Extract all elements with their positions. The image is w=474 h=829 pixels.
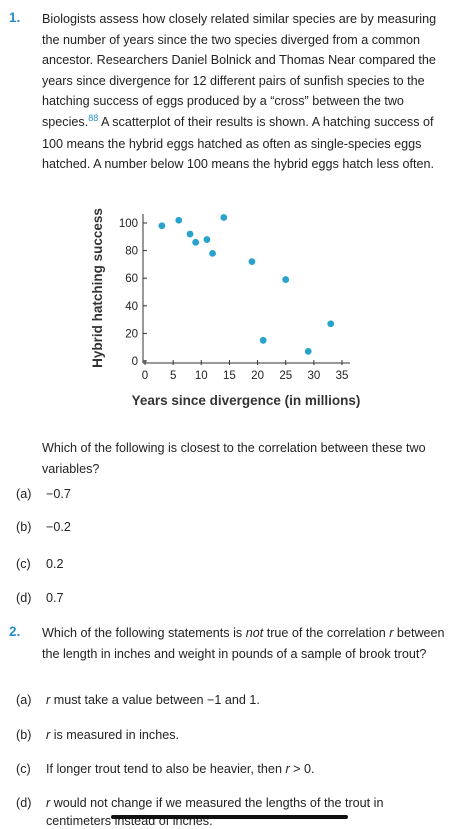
- x-tick-label: 15: [223, 370, 236, 382]
- choice-label: (b): [16, 520, 32, 534]
- scatterplot-labels: 0 20 40 60 80 100 0 5 10 15 20 25 30 35 Years since di…: [90, 208, 360, 408]
- choice-text: 0.7: [46, 591, 64, 605]
- x-tick-label: 10: [195, 370, 208, 382]
- question-2-text-part1: Which of the following statements is: [42, 626, 246, 640]
- scatterplot-axes: [142, 214, 350, 365]
- variable-r: r: [46, 693, 51, 707]
- q2-choice-c[interactable]: (c) If longer trout tend to also be heavi…: [16, 761, 315, 777]
- choice-label: (d): [16, 796, 32, 810]
- y-tick-label: 60: [125, 273, 138, 285]
- obscuring-bar: [111, 815, 348, 819]
- scatter-point: [327, 320, 335, 328]
- variable-r: r: [389, 626, 394, 640]
- y-tick-label: 100: [119, 218, 138, 230]
- question-2-text: Which of the following statements is not…: [42, 623, 457, 664]
- choice-text: must take a value between −1 and 1.: [50, 693, 260, 707]
- y-tick-label: 40: [125, 301, 138, 313]
- question-1-text-part1: Biologists assess how closely related si…: [42, 12, 437, 129]
- question-2-emphasis: not: [245, 626, 264, 640]
- x-tick-label: 25: [279, 370, 292, 382]
- scatter-point: [209, 249, 216, 257]
- question-2-text-part2: true of the correlation: [263, 626, 390, 640]
- scatter-point: [282, 276, 290, 283]
- scatter-point: [304, 347, 312, 355]
- x-tick-label: 20: [251, 370, 264, 382]
- question-1-prompt: Which of the following is closest to the…: [42, 441, 426, 476]
- x-tick-label: 0: [142, 370, 148, 382]
- q1-choice-c[interactable]: (c) 0.2: [16, 556, 64, 572]
- q2-choice-d[interactable]: (d) r would not change if we measured the…: [16, 795, 383, 811]
- q2-choice-b[interactable]: (b) r is measured in inches.: [16, 727, 179, 743]
- choice-label: (c): [16, 762, 31, 776]
- scatter-point: [248, 258, 256, 266]
- choice-label: (a): [16, 693, 32, 707]
- question-1-text-part2: A scatterplot of their results is shown.…: [42, 114, 435, 172]
- choice-text: is measured in inches.: [50, 728, 180, 742]
- question-2-number: 2.: [9, 624, 21, 639]
- question-2-text-part3: between the length in inches and weight …: [42, 626, 445, 661]
- q1-choice-a[interactable]: (a) −0.7: [16, 486, 71, 502]
- scatter-point: [192, 238, 200, 246]
- scatter-point: [220, 214, 228, 221]
- x-tick-label: 5: [170, 370, 176, 382]
- choice-label: (d): [16, 591, 32, 605]
- choice-text-pre: If longer trout tend to also be heavier,…: [46, 762, 286, 776]
- q1-choice-b[interactable]: (b) −0.2: [16, 519, 71, 535]
- question-1-text: Biologists assess how closely related si…: [42, 9, 457, 175]
- choice-label: (a): [16, 487, 32, 501]
- scatter-point: [186, 230, 194, 238]
- x-axis-title: Years since divergence (in millions): [132, 393, 361, 408]
- choice-text: 0.2: [46, 557, 64, 571]
- y-tick-label: 80: [125, 246, 138, 258]
- citation-superscript: 88: [88, 112, 99, 123]
- y-axis-title: Hybrid hatching success: [90, 208, 105, 368]
- choice-label: (c): [16, 557, 31, 571]
- choice-text: would not change if we measured the leng…: [50, 796, 384, 810]
- scatter-point: [259, 336, 267, 344]
- choice-label: (b): [16, 728, 32, 742]
- x-tick-label: 35: [336, 370, 349, 382]
- scatter-point: [158, 222, 166, 230]
- choice-text: > 0.: [289, 762, 315, 776]
- variable-r: r: [46, 796, 51, 810]
- variable-r: r: [285, 762, 290, 776]
- y-tick-label: 20: [125, 328, 138, 340]
- choice-text: −0.2: [46, 520, 71, 534]
- y-tick-label: 0: [132, 356, 138, 368]
- scatter-point: [203, 236, 211, 243]
- question-1-number: 1.: [9, 10, 21, 25]
- variable-r: r: [46, 728, 51, 742]
- q2-choice-a[interactable]: (a) r must take a value between −1 and 1.: [16, 692, 260, 708]
- scatter-point: [175, 216, 183, 224]
- x-tick-label: 30: [307, 370, 320, 382]
- choice-text: −0.7: [46, 487, 71, 501]
- q1-choice-d[interactable]: (d) 0.7: [16, 590, 64, 606]
- scatterplot-points: [158, 214, 335, 355]
